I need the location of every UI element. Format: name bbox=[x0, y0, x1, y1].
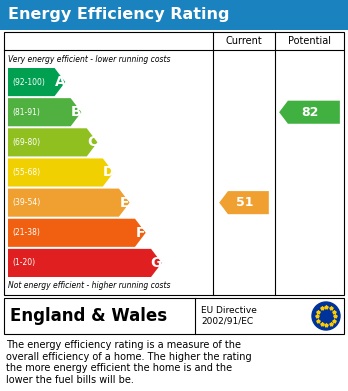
Text: England & Wales: England & Wales bbox=[10, 307, 167, 325]
Bar bbox=[4, 298, 344, 334]
Text: G: G bbox=[151, 256, 162, 270]
Text: F: F bbox=[136, 226, 145, 240]
Polygon shape bbox=[279, 100, 340, 124]
Text: Current: Current bbox=[226, 36, 262, 46]
Text: The energy efficiency rating is a measure of the
overall efficiency of a home. T: The energy efficiency rating is a measur… bbox=[6, 340, 252, 385]
Polygon shape bbox=[8, 219, 146, 247]
Polygon shape bbox=[219, 191, 269, 214]
Text: EU Directive
2002/91/EC: EU Directive 2002/91/EC bbox=[201, 306, 257, 326]
Text: B: B bbox=[71, 105, 81, 119]
Text: D: D bbox=[102, 165, 114, 179]
Text: (55-68): (55-68) bbox=[12, 168, 40, 177]
Text: Potential: Potential bbox=[288, 36, 331, 46]
Text: (92-100): (92-100) bbox=[12, 77, 45, 86]
Text: C: C bbox=[87, 135, 97, 149]
Text: Not energy efficient - higher running costs: Not energy efficient - higher running co… bbox=[8, 282, 171, 291]
Text: 82: 82 bbox=[302, 106, 319, 119]
Polygon shape bbox=[8, 158, 113, 187]
Text: E: E bbox=[119, 196, 129, 210]
Text: Very energy efficient - lower running costs: Very energy efficient - lower running co… bbox=[8, 54, 171, 63]
Bar bbox=[0, 0, 348, 30]
Text: Energy Efficiency Rating: Energy Efficiency Rating bbox=[8, 7, 229, 23]
Polygon shape bbox=[8, 188, 129, 217]
Polygon shape bbox=[8, 98, 81, 126]
Text: (39-54): (39-54) bbox=[12, 198, 40, 207]
Text: (69-80): (69-80) bbox=[12, 138, 40, 147]
Polygon shape bbox=[8, 68, 65, 96]
Circle shape bbox=[312, 302, 340, 330]
Polygon shape bbox=[8, 249, 162, 277]
Bar bbox=[4, 32, 344, 295]
Text: A: A bbox=[55, 75, 65, 89]
Polygon shape bbox=[8, 128, 97, 156]
Text: (81-91): (81-91) bbox=[12, 108, 40, 117]
Text: (21-38): (21-38) bbox=[12, 228, 40, 237]
Text: 51: 51 bbox=[236, 196, 254, 209]
Text: (1-20): (1-20) bbox=[12, 258, 35, 267]
